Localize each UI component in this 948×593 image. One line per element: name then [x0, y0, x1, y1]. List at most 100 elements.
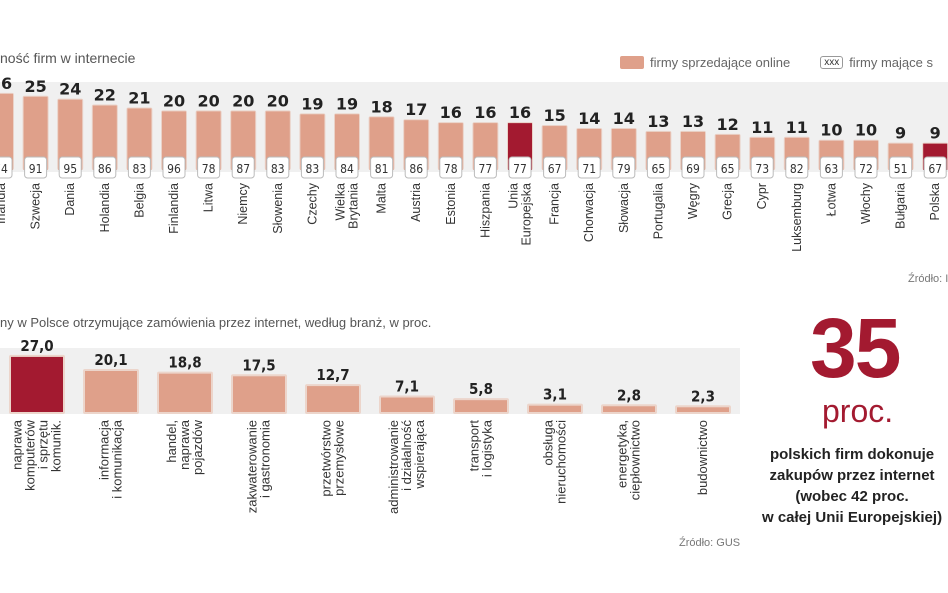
category-label: przemysłowe — [332, 420, 347, 496]
website-box — [439, 156, 463, 179]
category-label: Francja — [548, 183, 562, 225]
value-label: 20,1 — [94, 351, 127, 369]
category-label: naprawa — [177, 419, 192, 470]
website-box — [404, 156, 428, 179]
callout-unit: proc. — [822, 393, 894, 429]
category-label: i komunikacja — [110, 419, 125, 499]
website-box — [716, 156, 740, 179]
value-label-online: 9 — [930, 124, 941, 143]
bar — [381, 397, 433, 412]
value-label-website: 67 — [928, 162, 942, 176]
value-label: 18,8 — [168, 354, 201, 372]
value-label-website: 78 — [444, 162, 458, 176]
category-label: handel, — [164, 420, 179, 463]
value-label: 27,0 — [20, 337, 53, 355]
category-label: Niemcy — [236, 182, 250, 224]
value-label: 12,7 — [316, 366, 349, 384]
category-label: Polska — [928, 183, 942, 221]
category-label: ciepłownictwo — [628, 420, 643, 500]
legend-box-sample: xxx — [820, 56, 844, 69]
bar — [603, 406, 655, 412]
bar — [233, 376, 285, 412]
value-label-online: 9 — [895, 124, 906, 143]
value-label-online: 21 — [128, 88, 150, 107]
value-label-website: 74 — [0, 162, 8, 176]
value-label-online: 18 — [370, 97, 392, 116]
value-label-online: 10 — [820, 121, 842, 140]
top-source: Źródło: I — [908, 273, 948, 285]
website-box — [543, 156, 567, 179]
category-label: Europejska — [520, 183, 534, 246]
bar — [11, 356, 63, 412]
category-label: przetwórstwo — [319, 420, 334, 497]
value-label-online: 20 — [267, 91, 289, 110]
category-label: Irlandia — [0, 183, 8, 224]
website-box — [681, 156, 705, 179]
category-label: Luksemburg — [790, 183, 804, 252]
value-label-online: 16 — [509, 103, 531, 122]
category-label: energetyka, — [615, 420, 630, 488]
value-label-website: 65 — [721, 162, 735, 176]
value-label: 5,8 — [469, 380, 493, 398]
callout-text: polskich firm dokonuje zakupów przez int… — [762, 444, 942, 528]
category-label: komputerów — [23, 419, 38, 490]
bottom-chart-title: ny w Polsce otrzymujące zamówienia przez… — [0, 315, 432, 330]
category-label: pojazdów — [190, 419, 205, 475]
bar — [455, 400, 507, 412]
value-label-online: 17 — [405, 100, 427, 119]
value-label-website: 51 — [894, 162, 908, 176]
value-label-website: 91 — [29, 162, 43, 176]
value-label-website: 83 — [133, 162, 147, 176]
bar — [529, 405, 581, 412]
bar-online — [23, 96, 48, 170]
value-label-website: 79 — [617, 162, 631, 176]
value-label-online: 15 — [543, 106, 565, 125]
category-label: Wielka — [334, 183, 348, 221]
website-box — [923, 156, 947, 179]
value-label-website: 83 — [271, 162, 285, 176]
website-box — [370, 156, 394, 179]
website-box — [335, 156, 359, 179]
category-label: Finlandia — [167, 183, 181, 234]
website-box — [58, 156, 82, 179]
value-label-website: 95 — [63, 162, 77, 176]
category-label: Austria — [409, 183, 423, 222]
top-chart-title: ność firm w internecie — [0, 50, 136, 66]
value-label-website: 82 — [790, 162, 804, 176]
website-box — [750, 156, 774, 179]
legend-label-website: firmy mające s — [849, 55, 933, 70]
website-box — [819, 156, 843, 179]
website-box — [197, 156, 221, 179]
category-label: Malta — [375, 183, 389, 214]
value-label-website: 87 — [236, 162, 250, 176]
value-label-website: 96 — [167, 162, 181, 176]
website-box — [127, 156, 151, 179]
website-box — [646, 156, 670, 179]
bottom-source: Źródło: GUS — [679, 537, 741, 549]
website-box — [508, 156, 532, 179]
category-label: Cypr — [755, 183, 769, 209]
category-label: i logistyka — [480, 419, 495, 477]
value-label-website: 72 — [859, 162, 873, 176]
callout-line: (wobec 42 proc. — [795, 488, 909, 505]
category-label: Węgry — [686, 182, 700, 219]
category-label: Słowacja — [617, 183, 631, 233]
bar-online — [127, 108, 152, 170]
value-label-online: 19 — [336, 94, 358, 113]
website-box — [266, 156, 290, 179]
value-label-online: 20 — [197, 91, 219, 110]
callout-line: polskich firm dokonuje — [769, 446, 935, 463]
value-label-online: 20 — [163, 91, 185, 110]
value-label-website: 77 — [513, 162, 527, 176]
value-label-online: 24 — [59, 80, 81, 99]
category-label: Estonia — [444, 183, 458, 225]
callout-line: w całej Unii Europejskiej) — [762, 509, 943, 526]
value-label-online: 14 — [578, 109, 600, 128]
category-label: obsługa — [541, 419, 556, 465]
category-label: budownictwo — [695, 420, 710, 495]
category-label: Bułgaria — [894, 183, 908, 229]
category-label: informacja — [97, 419, 112, 480]
bar — [159, 373, 211, 412]
website-box — [473, 156, 497, 179]
